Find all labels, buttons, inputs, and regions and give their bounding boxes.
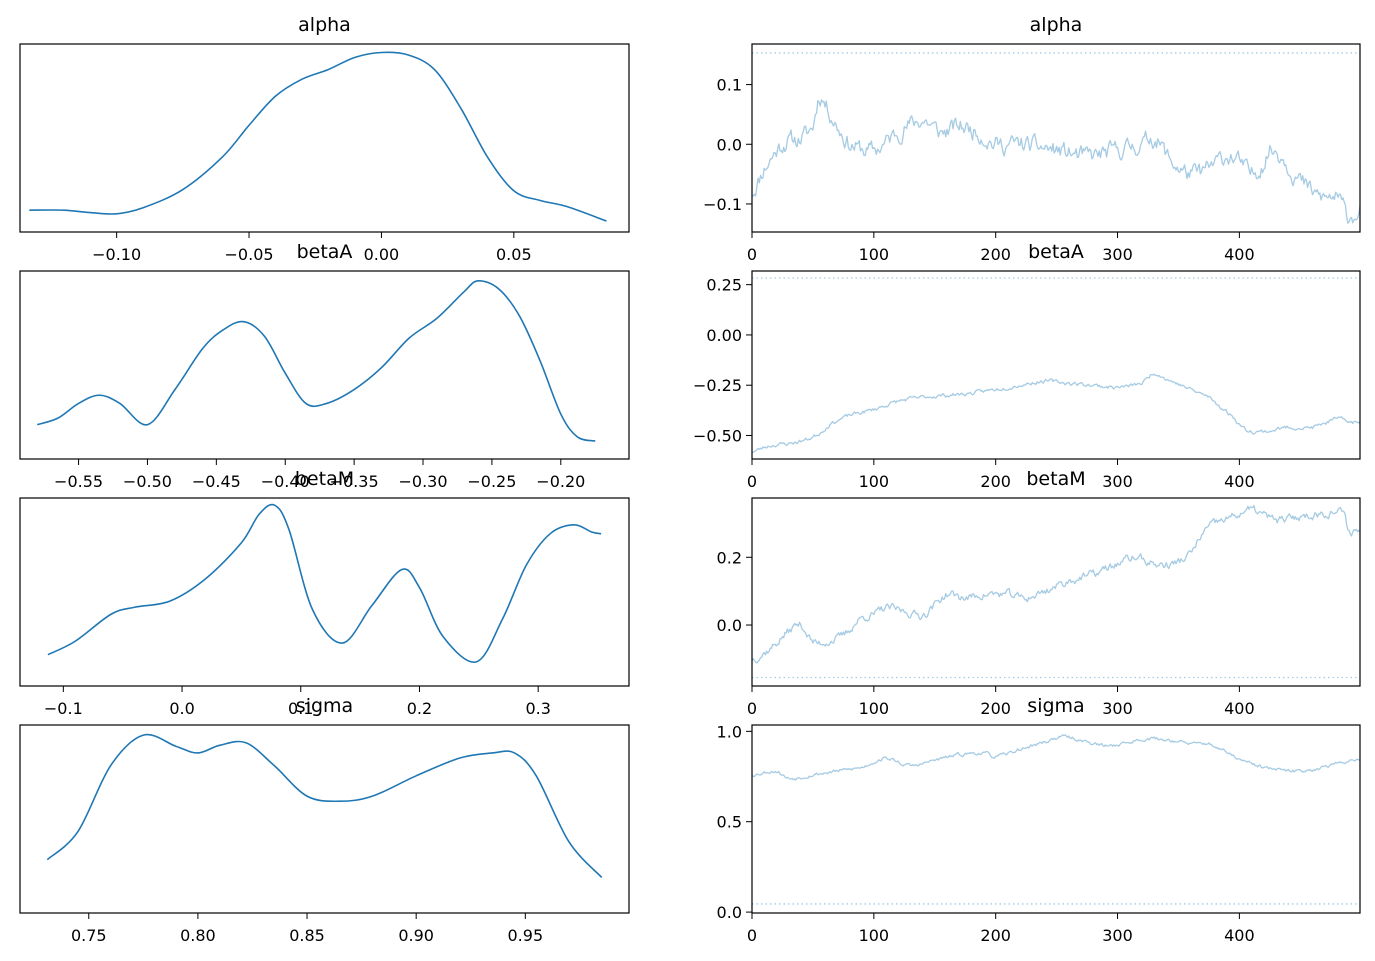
sigma-trace-xtick-label: 100 — [859, 926, 890, 945]
alpha-trace-axes-frame — [751, 43, 1361, 233]
betaa-kde-density-line — [36, 280, 596, 442]
betam-kde-axes-frame — [19, 497, 630, 687]
betaa-trace-xtick-label: 100 — [859, 472, 890, 491]
alpha-trace-xtick-label: 400 — [1224, 245, 1255, 264]
sigma-trace-xtick-label: 0 — [747, 926, 757, 945]
betaa-kde-xtick-label: −0.55 — [54, 472, 103, 491]
betam-trace-sample-line — [751, 504, 1361, 664]
betaa-kde-panel: betaA −0.55 −0.50 −0.45 −0.40 −0.35 −0.30 −0.25… — [19, 241, 630, 491]
betam-kde-xtick-label: 0.1 — [288, 699, 313, 718]
sigma-kde-xtick-label: 0.85 — [289, 926, 325, 945]
betam-trace-xtick-label: 300 — [1102, 699, 1133, 718]
betaa-trace-xtick-label: 200 — [980, 472, 1011, 491]
betam-kde-panel: betaM −0.1 0.0 0.1 0.2 0.3 — [19, 468, 630, 718]
alpha-kde-title: alpha — [298, 14, 351, 36]
betaa-trace-panel: betaA 0 100 200 300 400 −0.50 −0.25 0.00 0.25 — [693, 241, 1361, 491]
sigma-trace-panel: sigma 0 100 200 300 400 0.0 0.5 1.0 — [717, 695, 1361, 945]
betaa-kde-title: betaA — [297, 241, 353, 263]
betam-trace-ytick-label: 0.2 — [717, 548, 742, 567]
sigma-kde-xtick-label: 0.75 — [71, 926, 107, 945]
betaa-kde-xtick-label: −0.30 — [398, 472, 447, 491]
betaa-kde-axes-frame — [19, 270, 630, 460]
betaa-trace-xtick-label: 300 — [1102, 472, 1133, 491]
sigma-kde-density-line — [46, 733, 603, 878]
alpha-kde-axes-frame — [19, 43, 630, 233]
betaa-trace-xtick-label: 0 — [747, 472, 757, 491]
sigma-trace-ytick-label: 1.0 — [717, 722, 742, 741]
alpha-trace-title: alpha — [1030, 14, 1083, 36]
alpha-kde-xtick-label: −0.10 — [92, 245, 141, 264]
betaa-trace-xtick-label: 400 — [1224, 472, 1255, 491]
sigma-trace-xtick-label: 200 — [980, 926, 1011, 945]
betam-trace-axes-frame — [751, 497, 1361, 687]
betam-trace-xtick-label: 100 — [859, 699, 890, 718]
alpha-trace-sample-line — [751, 99, 1361, 224]
sigma-trace-sample-line — [751, 734, 1361, 781]
betaa-trace-axes-frame — [751, 270, 1361, 460]
betaa-trace-ytick-label: 0.25 — [706, 276, 742, 295]
betam-kde-xtick-label: −0.1 — [44, 699, 83, 718]
alpha-trace-ytick-label: −0.1 — [703, 195, 742, 214]
sigma-kde-xtick-label: 0.90 — [398, 926, 434, 945]
sigma-kde-axes-frame — [19, 724, 630, 914]
alpha-trace-xtick-label: 300 — [1102, 245, 1133, 264]
betaa-trace-ytick-label: 0.00 — [706, 326, 742, 345]
sigma-trace-xtick-label: 300 — [1102, 926, 1133, 945]
betam-kde-xtick-label: 0.0 — [169, 699, 194, 718]
alpha-kde-density-line — [29, 51, 607, 222]
betaa-kde-xtick-label: −0.50 — [123, 472, 172, 491]
betam-trace-ytick-label: 0.0 — [717, 616, 742, 635]
betaa-kde-xtick-label: −0.45 — [192, 472, 241, 491]
betaa-trace-ytick-label: −0.25 — [693, 376, 742, 395]
alpha-kde-xtick-label: 0.05 — [496, 245, 532, 264]
alpha-trace-ytick-label: 0.0 — [717, 135, 742, 154]
betam-kde-xtick-label: 0.2 — [407, 699, 432, 718]
sigma-kde-panel: sigma 0.75 0.80 0.85 0.90 0.95 — [19, 695, 630, 945]
alpha-trace-panel: alpha 0 100 200 300 400 −0.1 0.0 0.1 — [703, 14, 1361, 264]
betaa-trace-title: betaA — [1028, 241, 1084, 263]
betaa-kde-xtick-label: −0.20 — [536, 472, 585, 491]
sigma-kde-xtick-label: 0.95 — [508, 926, 544, 945]
betam-trace-xtick-label: 400 — [1224, 699, 1255, 718]
betam-kde-title: betaM — [295, 468, 354, 490]
sigma-trace-ytick-label: 0.0 — [717, 903, 742, 922]
alpha-trace-xtick-label: 0 — [747, 245, 757, 264]
sigma-kde-title: sigma — [296, 695, 353, 717]
betam-kde-xtick-label: 0.3 — [525, 699, 550, 718]
betaa-trace-ytick-label: −0.50 — [693, 426, 742, 445]
alpha-trace-xtick-label: 100 — [859, 245, 890, 264]
alpha-kde-xtick-label: −0.05 — [225, 245, 274, 264]
betam-trace-panel: betaM 0 100 200 300 400 0.0 0.2 — [717, 468, 1361, 718]
alpha-kde-xtick-label: 0.00 — [364, 245, 400, 264]
sigma-trace-ytick-label: 0.5 — [717, 813, 742, 832]
betaa-kde-xtick-label: −0.35 — [330, 472, 379, 491]
betaa-kde-xtick-label: −0.40 — [261, 472, 310, 491]
betam-trace-xtick-label: 0 — [747, 699, 757, 718]
sigma-trace-axes-frame — [751, 724, 1361, 914]
betaa-kde-xtick-label: −0.25 — [467, 472, 516, 491]
alpha-trace-xtick-label: 200 — [980, 245, 1011, 264]
betaa-trace-sample-line — [751, 373, 1361, 454]
sigma-trace-xtick-label: 400 — [1224, 926, 1255, 945]
betam-trace-xtick-label: 200 — [980, 699, 1011, 718]
betam-trace-title: betaM — [1026, 468, 1085, 490]
alpha-trace-ytick-label: 0.1 — [717, 76, 742, 95]
sigma-trace-title: sigma — [1027, 695, 1084, 717]
betam-kde-density-line — [47, 503, 602, 663]
alpha-kde-panel: alpha −0.10 −0.05 0.00 0.05 — [19, 14, 630, 264]
sigma-kde-xtick-label: 0.80 — [180, 926, 216, 945]
